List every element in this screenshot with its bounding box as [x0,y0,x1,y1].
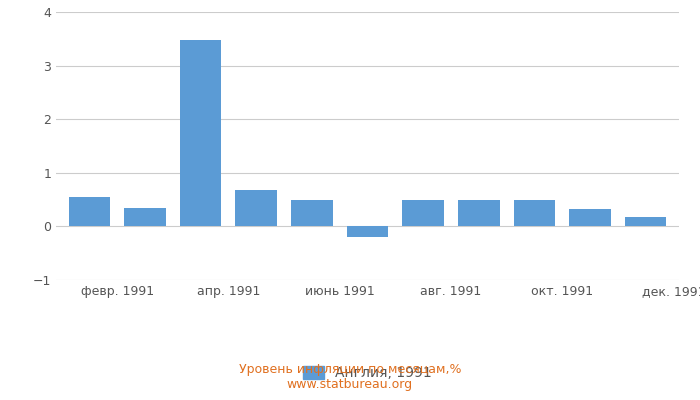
Bar [291,200,332,226]
Bar [514,200,555,226]
Text: Уровень инфляции по месяцам,%: Уровень инфляции по месяцам,% [239,364,461,376]
Bar [124,208,166,226]
Bar [69,197,110,226]
Bar [402,200,444,226]
Bar [180,40,221,226]
Bar [569,209,611,226]
Bar [458,200,500,226]
Bar [346,226,389,237]
Bar [235,190,277,226]
Bar [625,217,666,226]
Legend: Англия, 1991: Англия, 1991 [298,360,438,386]
Text: www.statbureau.org: www.statbureau.org [287,378,413,391]
